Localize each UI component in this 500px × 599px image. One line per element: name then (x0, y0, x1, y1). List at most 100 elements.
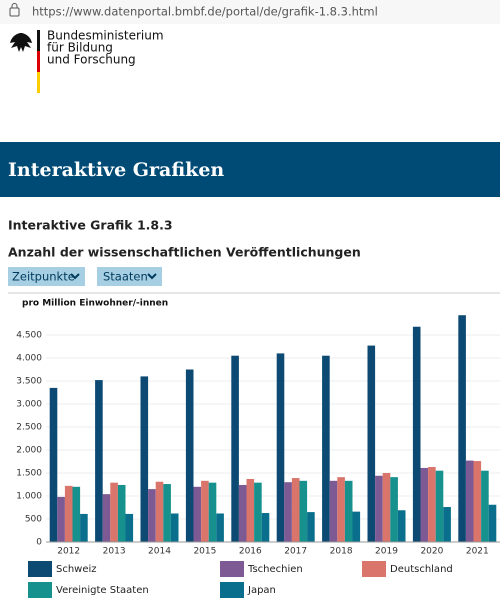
y-tick-label: 3.000 (16, 400, 42, 410)
x-tick-label: 2017 (284, 547, 307, 557)
legend-label: Vereinigte Staaten (56, 585, 149, 596)
lock-shackle (11, 3, 18, 8)
y-tick-label: 500 (25, 515, 42, 525)
bar (284, 482, 292, 542)
bar (246, 478, 255, 542)
bar (375, 475, 383, 542)
logo-text: Bundesministerium (47, 29, 164, 43)
bar (231, 355, 239, 542)
bar (481, 470, 489, 542)
legend-label: Schweiz (56, 564, 97, 575)
eagle-logo (10, 33, 32, 52)
bar (435, 470, 444, 542)
x-tick-label: 2020 (420, 547, 443, 557)
lock-icon (9, 7, 20, 17)
bar (201, 480, 209, 542)
bar (110, 482, 118, 542)
logo-text: für Bildung (47, 41, 113, 55)
y-tick-label: 2.000 (16, 446, 42, 456)
legend-label: Tschechien (247, 564, 303, 575)
bar (193, 486, 202, 542)
y-tick-label: 1.500 (16, 469, 42, 479)
dropdown-label[interactable]: Staaten (103, 270, 148, 284)
bar (117, 484, 126, 542)
banner (0, 142, 500, 197)
legend-label: Japan (247, 585, 276, 596)
legend-swatch (220, 561, 244, 577)
bar (102, 494, 111, 542)
dropdown-label[interactable]: Zeitpunkte (12, 270, 75, 284)
chevron (70, 273, 80, 280)
bar (72, 486, 81, 542)
y-tick-label: 2.500 (16, 423, 42, 433)
url[interactable]: https://www.datenportal.bmbf.de/portal/d… (32, 5, 378, 19)
dropdown[interactable] (8, 267, 85, 286)
bar (322, 355, 330, 542)
bar (488, 504, 497, 542)
bar (465, 460, 474, 542)
bar (49, 387, 58, 542)
bar (208, 482, 217, 542)
bar (261, 513, 270, 542)
bar (458, 315, 466, 542)
bar (163, 484, 171, 542)
bar (420, 467, 429, 542)
bar (390, 477, 398, 542)
section-subtitle: Anzahl der wissenschaftlichen Veröffentl… (8, 245, 361, 260)
x-tick-label: 2018 (330, 547, 353, 557)
bar (216, 513, 224, 542)
bar (337, 477, 345, 542)
bar (276, 353, 285, 542)
bar (397, 510, 406, 542)
x-tick-label: 2014 (148, 547, 171, 557)
bar (382, 473, 391, 542)
address-bar (0, 0, 500, 24)
flag-red (37, 51, 40, 72)
bar (170, 513, 179, 542)
x-tick-label: 2013 (103, 547, 126, 557)
bar (238, 484, 247, 542)
legend-swatch (220, 582, 244, 598)
y-tick-label: 1.000 (16, 492, 42, 502)
banner-title: Interaktive Grafiken (8, 159, 224, 181)
bar (299, 480, 308, 542)
bar (412, 326, 421, 542)
y-tick-label: 4.500 (16, 331, 42, 341)
x-tick-label: 2015 (193, 547, 216, 557)
y-tick-label: 3.500 (16, 377, 42, 387)
flag-black (37, 30, 40, 51)
logo-text: und Forschung (47, 53, 136, 67)
x-tick-label: 2019 (375, 547, 398, 557)
bar (367, 345, 376, 542)
bar (64, 485, 73, 542)
y-axis-label: pro Million Einwohner/-innen (22, 299, 168, 309)
bar (428, 467, 436, 542)
bar (254, 482, 262, 542)
x-tick-label: 2012 (57, 547, 80, 557)
dropdown[interactable] (97, 267, 162, 286)
flag-gold (37, 72, 40, 93)
x-tick-label: 2021 (466, 547, 489, 557)
bar (329, 480, 338, 542)
bar (125, 513, 134, 542)
bar (80, 513, 88, 542)
legend-swatch (362, 561, 386, 577)
legend-swatch (28, 561, 52, 577)
bar (443, 507, 451, 542)
bar (155, 481, 164, 542)
legend-label: Deutschland (390, 564, 453, 575)
bar (148, 489, 156, 542)
y-tick-label: 4.000 (16, 354, 42, 364)
bar (140, 376, 149, 542)
bar (352, 511, 361, 542)
bar (95, 380, 103, 542)
x-tick-label: 2016 (239, 547, 262, 557)
bar (185, 369, 194, 542)
bar (344, 480, 353, 542)
bar (57, 496, 65, 542)
chevron (147, 273, 157, 280)
legend-swatch (28, 582, 52, 598)
y-tick-label: 0 (36, 538, 42, 548)
